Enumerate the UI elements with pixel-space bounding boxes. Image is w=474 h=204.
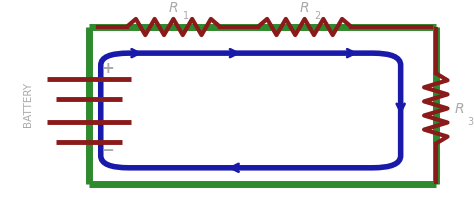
Text: 1: 1 bbox=[183, 11, 190, 21]
Text: BATTERY: BATTERY bbox=[23, 81, 33, 126]
Text: 2: 2 bbox=[315, 11, 321, 21]
Text: +: + bbox=[101, 60, 114, 75]
Text: R: R bbox=[300, 1, 310, 15]
Text: R: R bbox=[455, 102, 464, 116]
Text: R: R bbox=[169, 1, 178, 15]
Text: 3: 3 bbox=[468, 116, 474, 126]
Text: −: − bbox=[101, 142, 114, 157]
